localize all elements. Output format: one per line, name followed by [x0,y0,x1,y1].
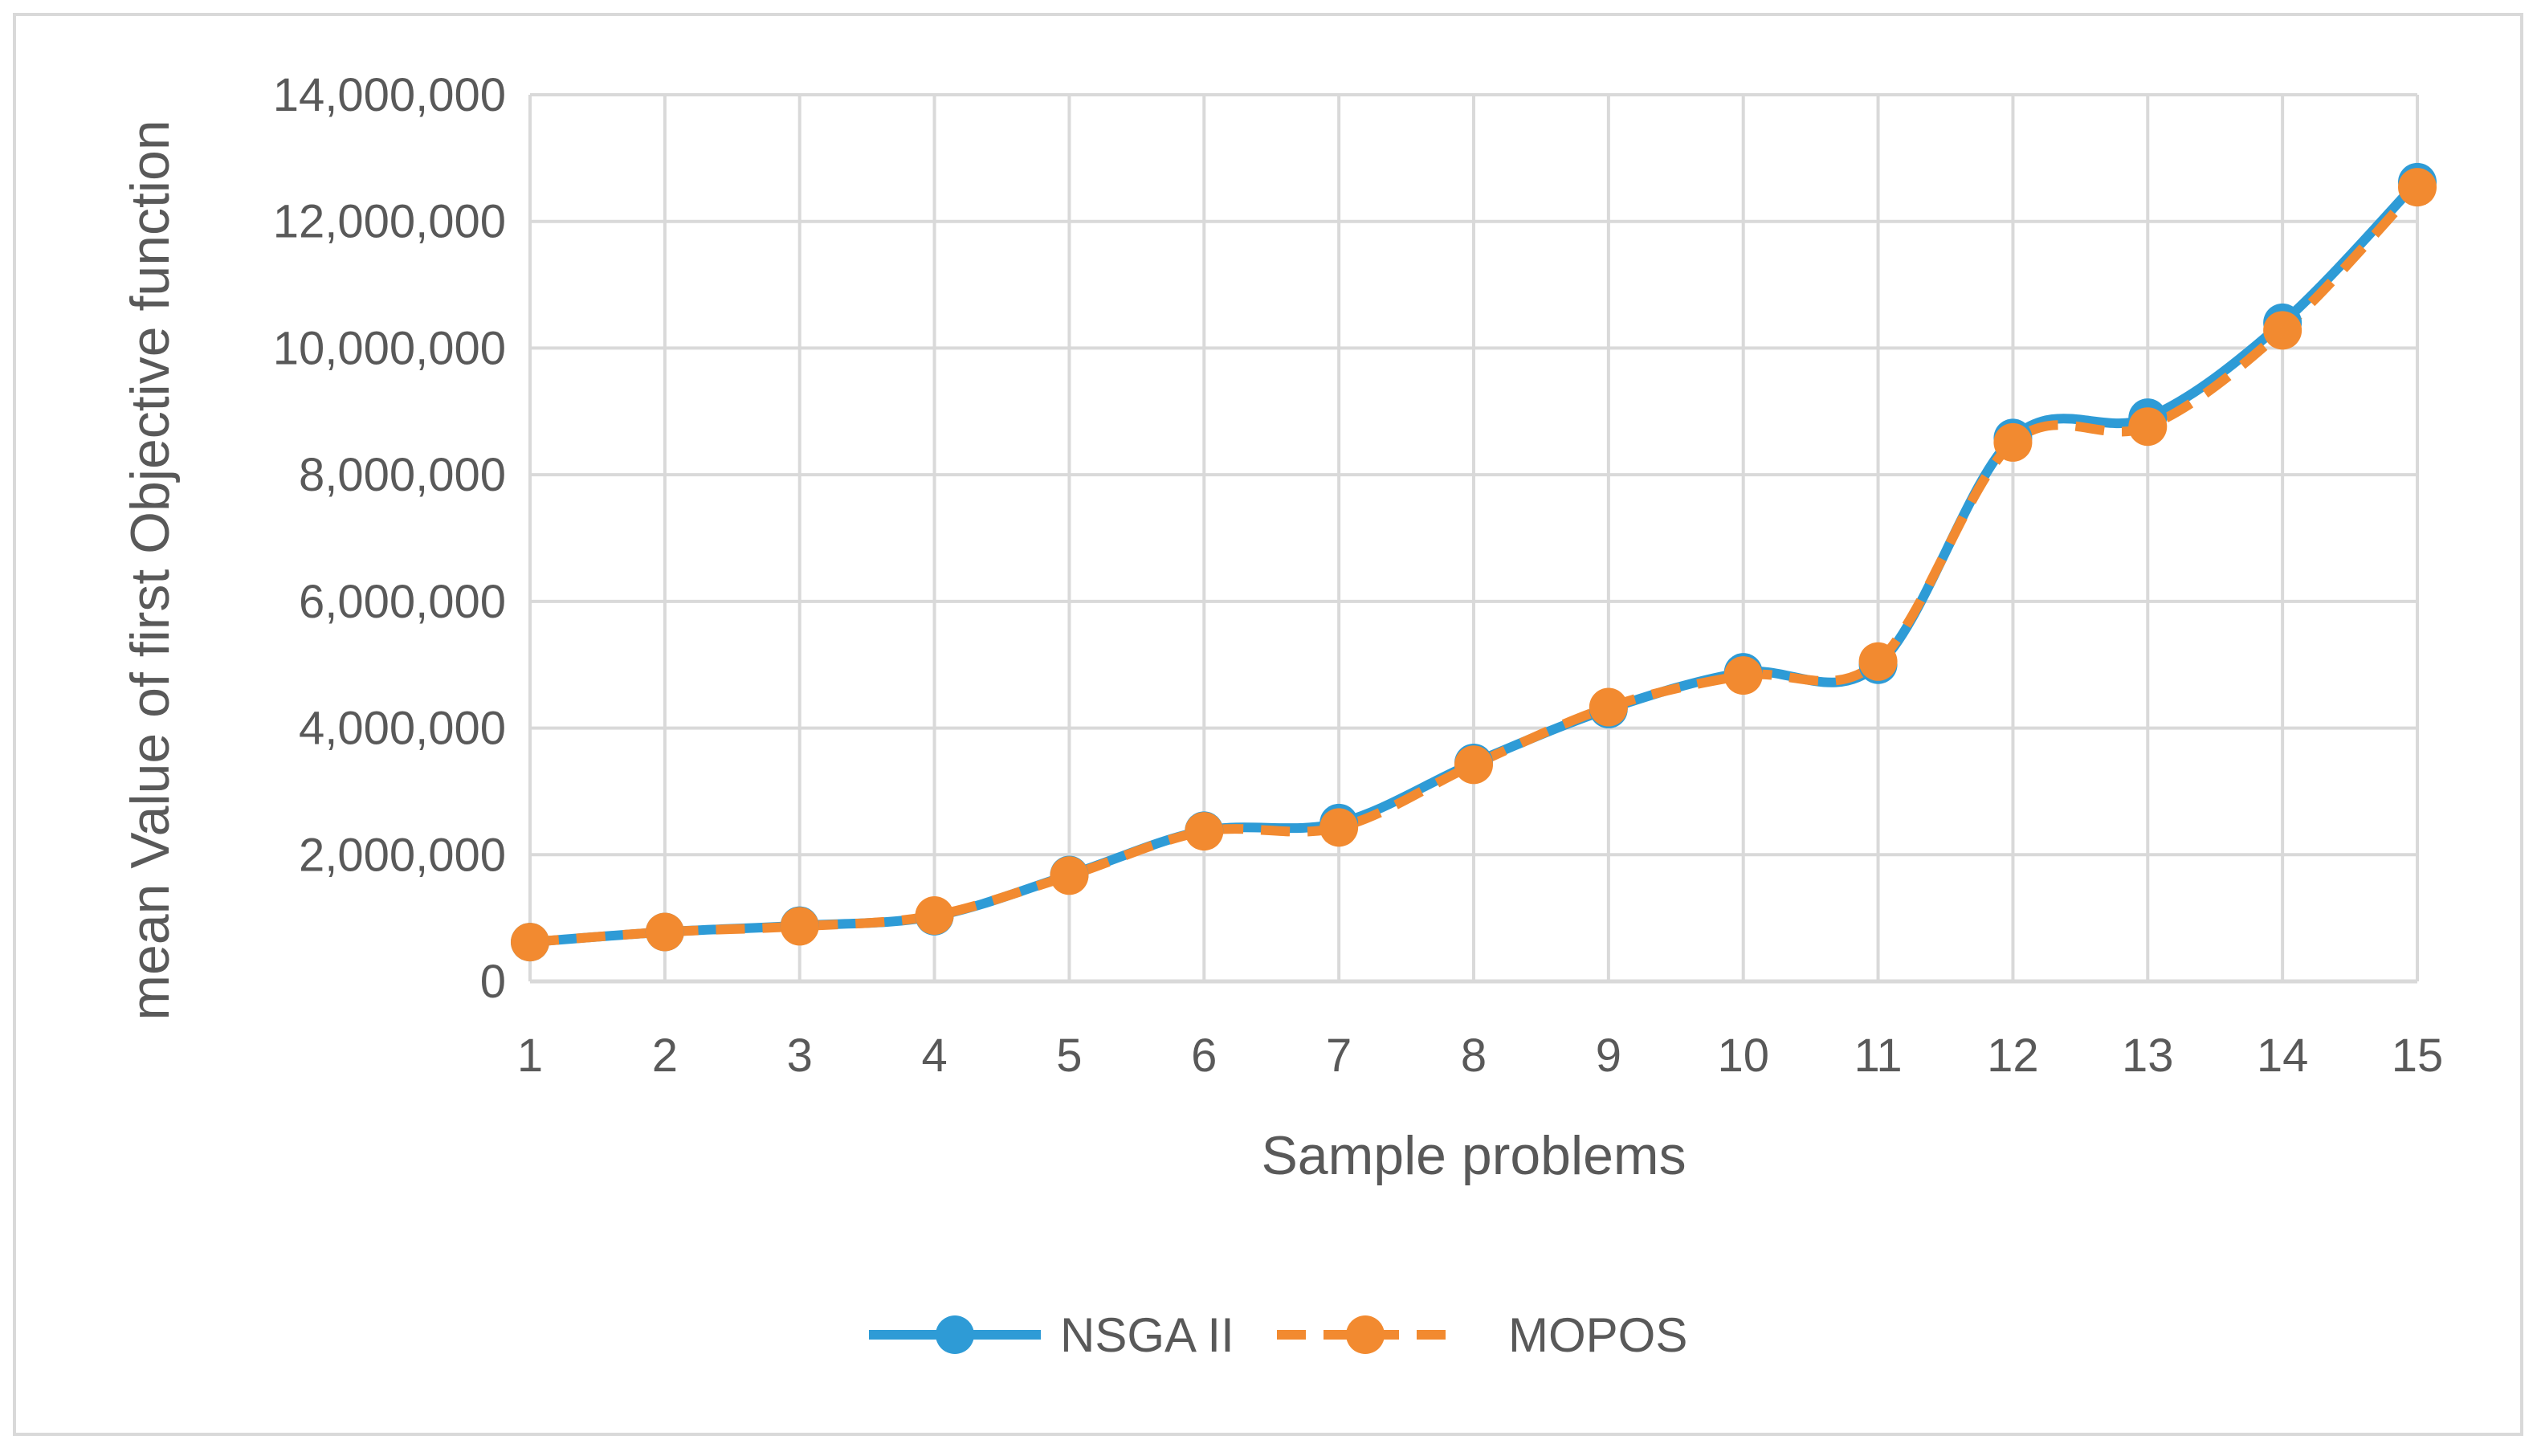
y-tick-label: 6,000,000 [299,576,506,628]
x-tick-label: 11 [1854,1030,1902,1082]
data-point-mopos [1319,808,1359,847]
series-line-mopos [529,184,2421,948]
data-point-mopos [1185,812,1224,851]
axes: 0 2,000,000 4,000,000 6,000,000 8,000,000 10,… [273,69,2444,1082]
data-point-mopos [2128,407,2168,447]
x-tick-label: 15 [2392,1030,2444,1082]
x-tick-label: 3 [787,1030,813,1082]
x-tick-label: 5 [1056,1030,1082,1082]
data-point-mopos [1723,656,1763,695]
x-tick-label: 6 [1191,1030,1217,1082]
data-point-mopos [511,923,549,962]
series-markers [511,162,2437,962]
y-tick-label: 14,000,000 [273,69,506,121]
x-tick-label: 14 [2257,1030,2309,1082]
legend-swatch-marker [1346,1315,1385,1354]
y-tick-label: 8,000,000 [299,449,506,501]
data-point-mopos [1454,745,1493,785]
x-tick-label: 12 [1987,1030,2039,1082]
data-point-mopos [2398,168,2437,207]
data-point-mopos [1589,687,1628,727]
x-tick-label: 7 [1326,1030,1352,1082]
data-point-mopos [1993,422,2033,462]
y-tick-label: 12,000,000 [273,196,506,248]
y-tick-label: 0 [480,956,506,1008]
data-point-mopos [1858,642,1898,681]
x-tick-label: 1 [517,1030,543,1082]
x-tick-label: 8 [1461,1030,1487,1082]
gridlines [528,93,2419,981]
x-tick-label: 9 [1596,1030,1621,1082]
data-point-mopos [1050,856,1089,895]
data-point-mopos [2263,311,2302,350]
legend-swatch-marker [936,1315,974,1354]
y-tick-label: 2,000,000 [299,829,506,881]
chart-frame [13,13,2523,1436]
data-point-mopos [780,907,819,946]
x-tick-label: 4 [921,1030,947,1082]
y-tick-label: 10,000,000 [273,322,506,374]
legend-label: MOPOS [1508,1308,1687,1362]
x-tick-label: 10 [1717,1030,1769,1082]
x-tick-label: 13 [2122,1030,2174,1082]
data-point-mopos [645,912,684,952]
data-point-mopos [915,895,954,935]
legend: NSGA II MOPOS [869,1308,1687,1362]
x-tick-label: 2 [652,1030,678,1082]
x-axis-title: Sample problems [1261,1125,1686,1186]
y-axis-title: mean Value of first Objective function [120,120,181,1020]
series-lines [525,177,2422,948]
legend-label: NSGA II [1060,1308,1234,1362]
y-tick-label: 4,000,000 [299,703,506,755]
